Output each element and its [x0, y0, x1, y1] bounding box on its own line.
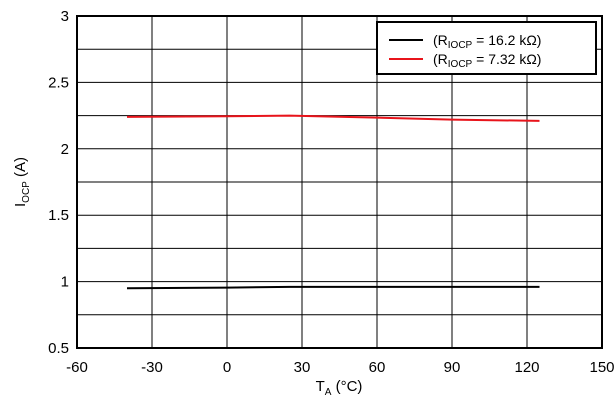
legend-series-1-sub: IOCP: [448, 40, 473, 51]
legend: (RIOCP = 16.2 kΩ) (RIOCP = 7.32 kΩ): [376, 21, 597, 75]
y-tick-label: 2: [61, 141, 69, 158]
legend-entry-series-1: (RIOCP = 16.2 kΩ): [433, 32, 541, 51]
legend-series-2-sub: IOCP: [448, 59, 473, 70]
x-tick-label: 0: [223, 359, 231, 376]
x-axis-label-rest: (°C): [331, 378, 362, 395]
x-axis-label-main: T: [316, 378, 325, 395]
plot-frame: [76, 15, 603, 349]
series-line-1: [126, 285, 540, 290]
legend-box: [376, 21, 597, 75]
series-layer: [126, 114, 540, 290]
y-tick-label: 0.5: [48, 340, 69, 357]
y-tick-label: 1: [61, 274, 69, 291]
x-axis-label-sub: A: [325, 387, 332, 398]
x-tick-label: 150: [589, 359, 614, 376]
y-tick-label: 1.5: [48, 207, 69, 224]
y-tick-labels: 0.5 1 1.5 2 2.5 3: [48, 8, 69, 357]
y-axis-label-sub: OCP: [21, 181, 32, 203]
legend-series-2-post: = 7.32 kΩ): [472, 51, 541, 67]
x-axis-label: TA (°C): [316, 378, 363, 398]
y-axis-label-main: I: [12, 203, 29, 207]
y-tick-label: 2.5: [48, 74, 69, 91]
x-tick-label: 90: [444, 359, 461, 376]
y-tick-label: 3: [61, 8, 69, 25]
legend-series-1-post: = 16.2 kΩ): [472, 32, 541, 48]
x-tick-label: 120: [514, 359, 539, 376]
x-tick-label: 30: [294, 359, 311, 376]
y-axis-label-rest: (A): [12, 157, 29, 181]
legend-series-1-pre: (R: [433, 32, 448, 48]
legend-entry-series-2: (RIOCP = 7.32 kΩ): [433, 51, 541, 70]
x-tick-label: -30: [141, 359, 163, 376]
grid: [77, 16, 602, 348]
x-tick-label: -60: [66, 359, 88, 376]
legend-series-2-pre: (R: [433, 51, 448, 67]
x-tick-label: 60: [369, 359, 386, 376]
y-axis-label: IOCP (A): [12, 157, 32, 207]
series-line-2: [126, 114, 540, 122]
x-tick-labels: -60 -30 0 30 60 90 120 150: [66, 359, 614, 376]
